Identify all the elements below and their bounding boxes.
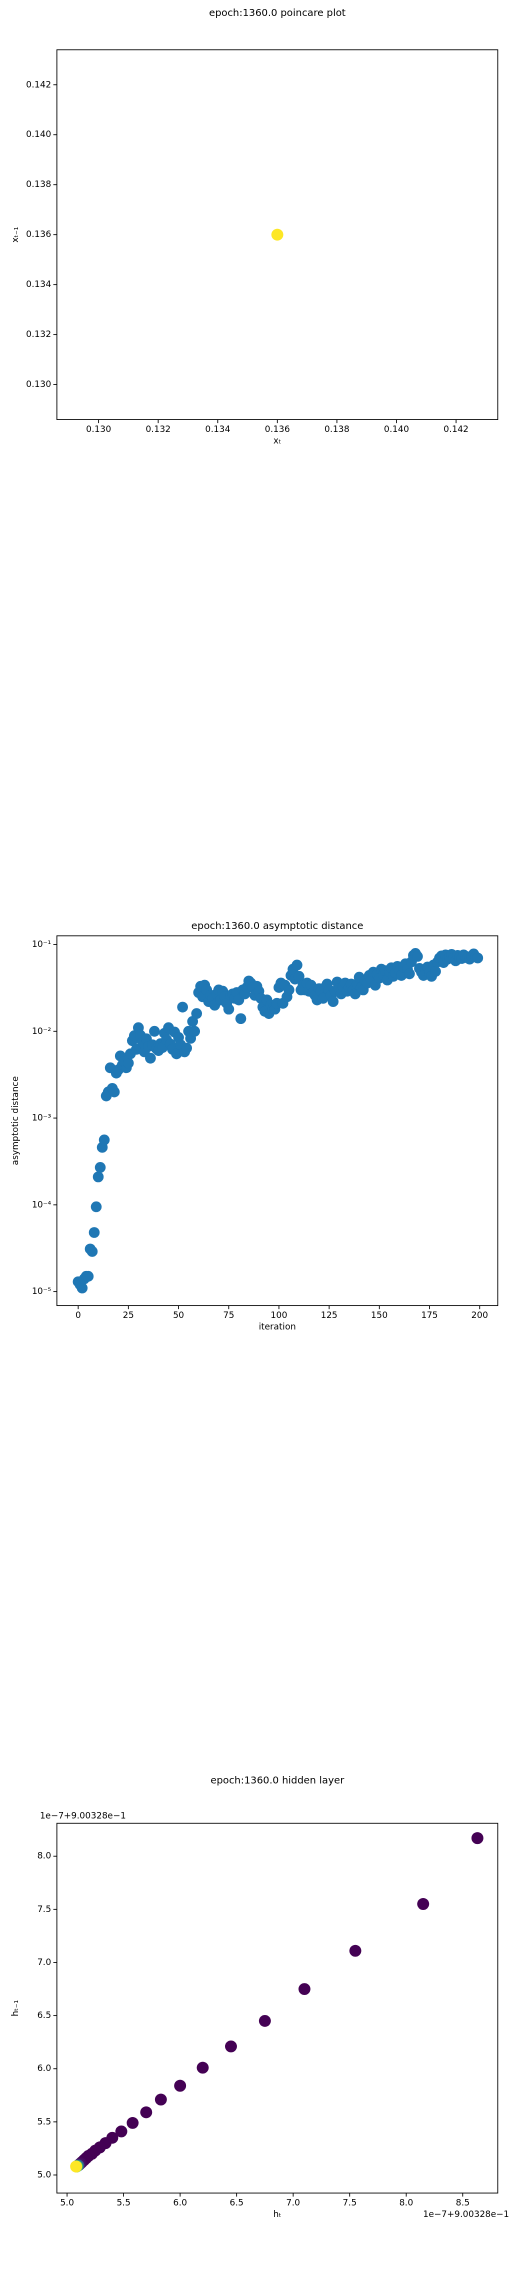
y-axis-label: hₜ₋₁	[11, 2000, 21, 2017]
point	[225, 2040, 237, 2053]
point	[293, 970, 305, 982]
x-tick-label: 7.5	[343, 2199, 357, 2209]
y-tick-label: 6.0	[37, 2064, 51, 2074]
y-axis-label: xₜ₋₁	[11, 226, 21, 242]
x-tick-label: 7.0	[286, 2199, 300, 2209]
x-tick-label: 0.138	[324, 425, 349, 435]
point	[181, 1042, 192, 1054]
point	[82, 1270, 94, 1282]
point	[108, 1086, 120, 1098]
point	[122, 1057, 134, 1069]
y-tick-label: 7.5	[37, 1905, 51, 1915]
x-tick-label: 150	[371, 1311, 388, 1321]
x-tick-label: 8.5	[456, 2199, 470, 2209]
axes-frame	[56, 1822, 499, 2194]
x-tick-label: 5.0	[60, 2199, 74, 2209]
y-tick-label: 0.132	[26, 330, 51, 340]
point	[189, 1025, 201, 1037]
point	[145, 1052, 156, 1064]
x-tick-label: 5.5	[117, 2199, 131, 2209]
point	[258, 2014, 271, 2027]
point	[283, 984, 295, 996]
point	[430, 966, 441, 977]
y-tick-label: 10⁻²	[32, 1027, 51, 1037]
y-tick-label: 10⁻¹	[32, 940, 52, 950]
point	[223, 1003, 235, 1015]
y-tick-label: 10⁻⁵	[32, 1287, 52, 1297]
x-tick-label: 75	[223, 1311, 234, 1321]
point	[191, 1008, 203, 1019]
point	[291, 959, 303, 971]
point	[472, 952, 484, 964]
point	[235, 1013, 247, 1025]
y-tick-label: 0.138	[26, 180, 51, 190]
point	[471, 1832, 484, 1845]
point	[70, 2160, 83, 2173]
y-tick-label: 0.130	[26, 380, 52, 390]
x-tick-label: 0.140	[384, 425, 410, 435]
x-tick-label: 0.134	[205, 425, 231, 435]
y-tick-label: 0.136	[26, 230, 52, 240]
x-tick-label: 6.5	[230, 2199, 244, 2209]
x-tick-label: 100	[271, 1311, 288, 1321]
x-tick-label: 0.136	[265, 425, 291, 435]
x-axis-label: xₜ	[273, 436, 281, 446]
point	[98, 1134, 110, 1146]
axes-frame	[56, 935, 499, 1307]
chart-title: epoch:1360.0 asymptotic distance	[191, 921, 363, 932]
point	[404, 968, 415, 980]
point	[92, 1171, 104, 1183]
point	[76, 1282, 88, 1294]
point	[177, 1001, 188, 1013]
x-tick-label: 0.130	[86, 425, 112, 435]
y-tick-label: 5.5	[37, 2117, 51, 2127]
point	[412, 950, 423, 962]
y-tick-label: 10⁻⁴	[32, 1200, 52, 1210]
x-tick-label: 6.0	[173, 2199, 187, 2209]
axes-frame	[56, 49, 499, 420]
point	[94, 1162, 106, 1173]
chart-title: epoch:1360.0 poincare plot	[209, 8, 346, 19]
point	[86, 1246, 98, 1257]
y-tick-label: 10⁻³	[32, 1114, 52, 1124]
point	[298, 1983, 311, 1996]
x-axis-label: iteration	[259, 1322, 296, 1332]
x-tick-label: 8.0	[399, 2199, 413, 2209]
y-offset-text: 1e−7+9.00328e−1	[40, 1812, 126, 1822]
point	[327, 996, 339, 1007]
chart-title: epoch:1360.0 hidden layer	[210, 1776, 345, 1787]
point	[196, 2061, 209, 2074]
y-tick-label: 8.0	[37, 1852, 51, 1862]
x-tick-label: 125	[321, 1311, 338, 1321]
y-tick-label: 0.142	[26, 80, 51, 90]
x-tick-label: 0	[75, 1311, 81, 1321]
y-tick-label: 0.140	[26, 130, 52, 140]
y-tick-label: 6.5	[37, 2011, 51, 2021]
point	[149, 1025, 160, 1037]
y-tick-label: 0.134	[26, 280, 52, 290]
y-tick-label: 5.0	[37, 2170, 51, 2180]
point	[90, 1201, 102, 1213]
x-tick-label: 0.142	[443, 425, 468, 435]
y-axis-label: asymptotic distance	[11, 1076, 21, 1165]
point	[88, 1227, 100, 1238]
point	[115, 2125, 128, 2138]
x-offset-text: 1e−7+9.00328e−1	[423, 2210, 509, 2220]
point	[154, 2093, 167, 2106]
point	[140, 2106, 153, 2119]
point	[126, 2116, 139, 2129]
x-tick-label: 175	[421, 1311, 438, 1321]
point	[417, 1898, 430, 1911]
x-tick-label: 25	[123, 1311, 134, 1321]
y-tick-label: 7.0	[37, 1958, 51, 1968]
point	[174, 2079, 187, 2092]
point	[349, 1944, 362, 1957]
x-axis-label: hₜ	[273, 2210, 282, 2220]
x-tick-label: 200	[471, 1311, 488, 1321]
x-tick-label: 50	[173, 1311, 185, 1321]
x-tick-label: 0.132	[146, 425, 171, 435]
point	[271, 228, 284, 241]
